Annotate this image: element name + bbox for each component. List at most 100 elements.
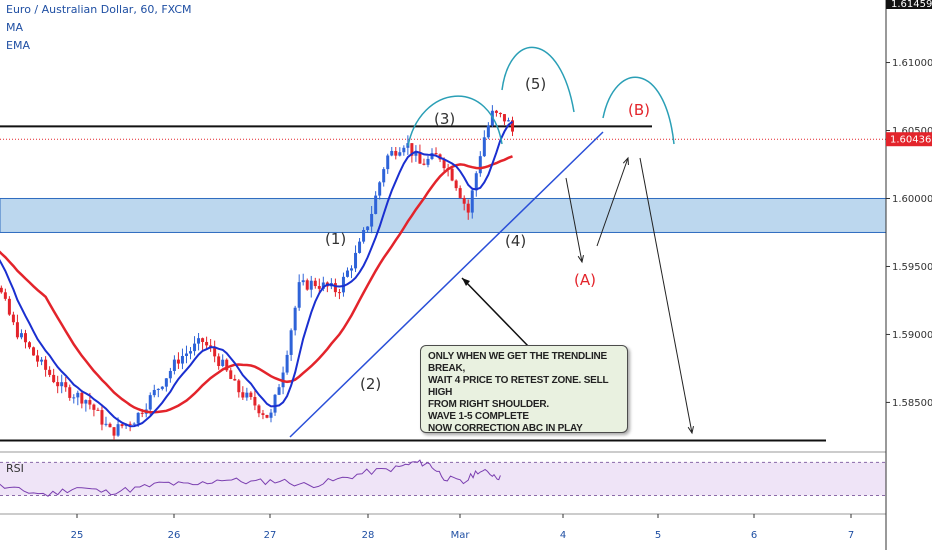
candle <box>418 152 422 164</box>
candle <box>88 400 92 405</box>
time-tick-label: 28 <box>362 530 375 541</box>
candle <box>132 423 136 425</box>
ma-indicator-label[interactable]: MA <box>6 21 24 34</box>
price-axis-bg <box>886 0 932 550</box>
candle <box>193 343 197 352</box>
candle <box>442 159 446 169</box>
note-pointer-head <box>462 278 470 286</box>
candle <box>52 374 56 383</box>
wave-label: (5) <box>525 75 546 93</box>
candle <box>241 392 245 398</box>
candle <box>450 168 454 181</box>
annotation-line: FROM RIGHT SHOULDER. <box>428 399 549 410</box>
current-price-box <box>886 132 932 147</box>
price-tick-label: 1.59000 <box>892 330 932 341</box>
candle <box>44 359 48 370</box>
annotation-line: WAVE 1-5 COMPLETE <box>428 411 529 422</box>
candle <box>225 359 229 371</box>
top-price-label: 1.61459 <box>891 0 932 10</box>
candle <box>148 395 152 410</box>
candle <box>370 213 374 227</box>
candle <box>261 413 265 415</box>
candle <box>104 423 108 425</box>
candle <box>184 353 188 356</box>
projection-arrowhead <box>622 156 629 166</box>
candle <box>358 241 362 253</box>
candle <box>140 412 144 414</box>
candle <box>96 409 100 411</box>
candle <box>293 307 297 331</box>
candle <box>289 330 293 355</box>
candle <box>470 190 474 213</box>
candle <box>164 378 168 387</box>
candle <box>333 283 337 293</box>
projection-arrowhead <box>577 255 584 264</box>
wave-label: (1) <box>325 230 346 248</box>
candle <box>273 394 277 413</box>
candle <box>40 359 44 362</box>
candle <box>402 147 406 153</box>
current-price-label: 1.60436 <box>890 135 931 146</box>
candle <box>354 252 358 269</box>
candle <box>221 359 225 366</box>
candle <box>136 412 140 424</box>
candle <box>486 125 490 138</box>
ema-indicator-label[interactable]: EMA <box>6 39 30 52</box>
candle <box>80 392 84 404</box>
left-shoulder-arc <box>407 95 503 147</box>
time-tick-label: 25 <box>71 530 84 541</box>
time-tick-label: 6 <box>751 530 757 541</box>
candle <box>23 333 27 343</box>
candle <box>160 386 164 389</box>
candle <box>60 382 64 387</box>
candle <box>269 412 273 418</box>
candle <box>474 173 478 191</box>
wave-label: (A) <box>574 271 596 289</box>
candle <box>386 155 390 170</box>
candle <box>15 322 19 338</box>
candle <box>233 378 237 381</box>
candle <box>7 298 11 315</box>
candle <box>76 392 80 398</box>
wave-label: (2) <box>360 375 381 393</box>
wave-label: (B) <box>628 101 650 119</box>
price-tick-label: 1.60500 <box>892 126 932 137</box>
candle <box>305 280 309 290</box>
candle <box>321 282 325 289</box>
candle <box>11 314 15 323</box>
candle <box>466 203 470 213</box>
candle <box>180 355 184 364</box>
time-tick-label: 5 <box>655 530 661 541</box>
symbol-title: Euro / Australian Dollar, 60, FXCM <box>6 3 192 16</box>
candle <box>374 195 378 214</box>
candle <box>345 270 349 277</box>
candle <box>205 341 209 346</box>
candle <box>100 410 104 425</box>
head-arc <box>501 46 575 113</box>
rsi-indicator-label[interactable]: RSI <box>6 462 24 475</box>
candle <box>434 153 438 155</box>
candle <box>317 286 321 289</box>
annotation-line: ONLY WHEN WE GET THE TRENDLINE BREAK, <box>428 351 608 374</box>
annotation-note[interactable]: ONLY WHEN WE GET THE TRENDLINE BREAK, WA… <box>420 345 628 434</box>
right-shoulder-arc <box>602 76 675 145</box>
candle <box>394 150 398 156</box>
candle <box>36 355 40 362</box>
candle <box>337 292 341 294</box>
candle <box>511 120 515 132</box>
candle <box>84 400 88 404</box>
candle <box>430 153 434 159</box>
rsi-line <box>0 459 501 497</box>
candle <box>362 229 366 242</box>
candle <box>410 143 414 156</box>
time-tick-label: 7 <box>848 530 854 541</box>
candle <box>48 369 52 375</box>
candle <box>494 110 498 113</box>
candle <box>382 169 386 183</box>
candle <box>189 351 193 354</box>
candle <box>128 423 132 425</box>
price-tick-label: 1.61000 <box>892 58 932 69</box>
candle <box>201 338 205 342</box>
